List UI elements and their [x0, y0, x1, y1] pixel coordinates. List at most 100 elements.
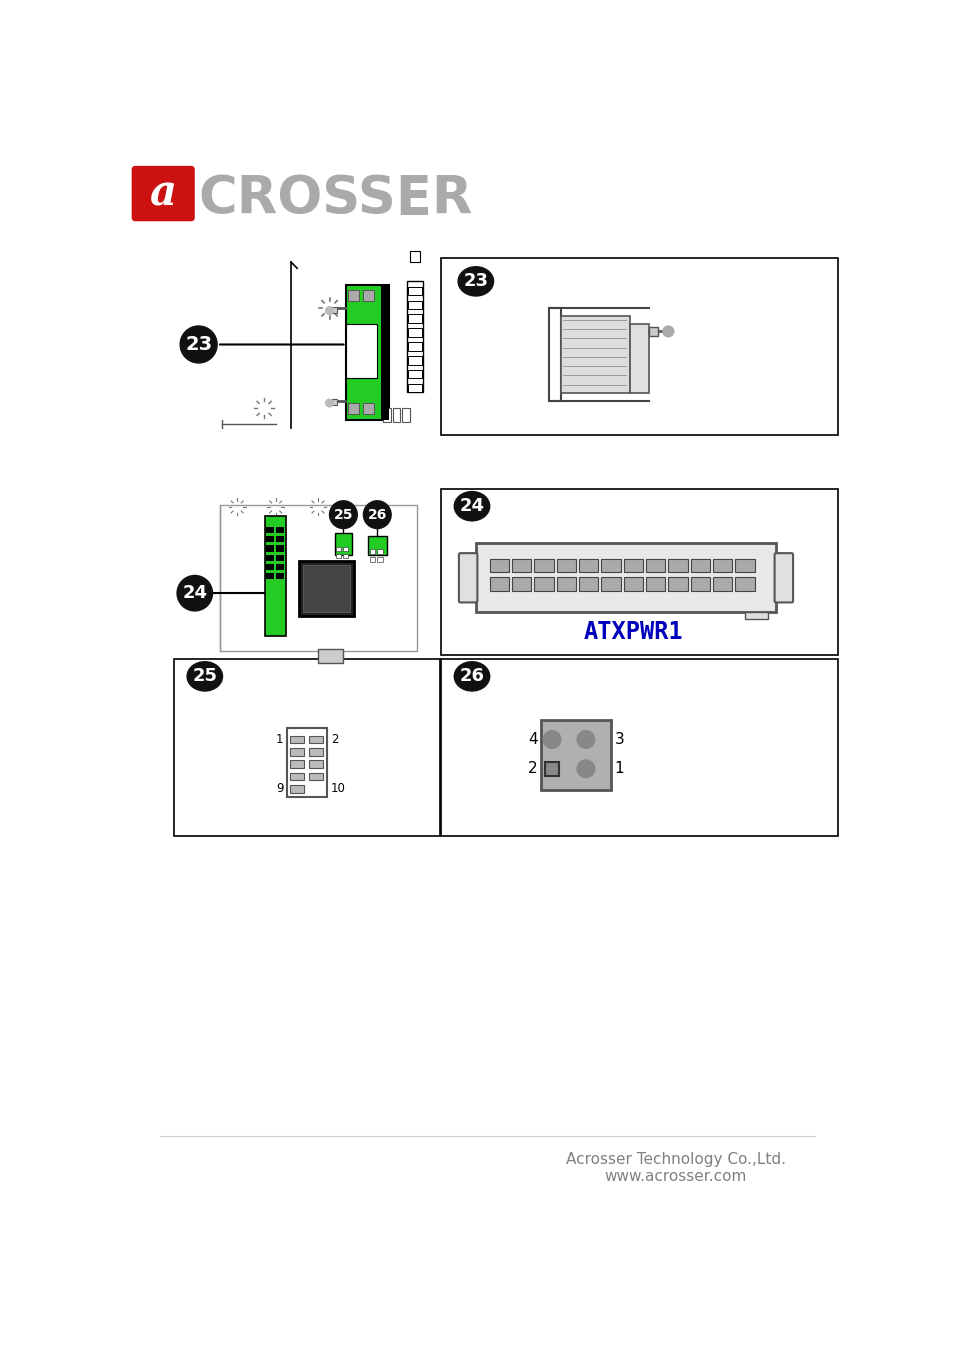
Circle shape [180, 325, 217, 363]
FancyBboxPatch shape [557, 559, 576, 572]
FancyBboxPatch shape [712, 559, 732, 572]
FancyBboxPatch shape [690, 559, 709, 572]
FancyBboxPatch shape [408, 328, 421, 336]
FancyBboxPatch shape [735, 576, 754, 591]
FancyBboxPatch shape [376, 549, 382, 553]
FancyBboxPatch shape [369, 549, 375, 553]
FancyBboxPatch shape [440, 659, 837, 836]
Text: CROSSER: CROSSER [198, 173, 473, 225]
FancyBboxPatch shape [623, 576, 642, 591]
FancyBboxPatch shape [440, 489, 837, 655]
FancyBboxPatch shape [290, 772, 304, 780]
FancyBboxPatch shape [348, 404, 358, 414]
FancyBboxPatch shape [368, 536, 386, 555]
FancyBboxPatch shape [309, 760, 322, 768]
FancyBboxPatch shape [623, 559, 642, 572]
Ellipse shape [187, 662, 222, 691]
FancyBboxPatch shape [540, 721, 610, 790]
FancyBboxPatch shape [290, 748, 304, 756]
FancyBboxPatch shape [668, 559, 687, 572]
FancyBboxPatch shape [335, 533, 352, 555]
FancyBboxPatch shape [408, 383, 421, 393]
Circle shape [363, 501, 391, 528]
FancyBboxPatch shape [302, 564, 350, 613]
Text: 10: 10 [331, 782, 346, 795]
FancyBboxPatch shape [645, 576, 664, 591]
FancyBboxPatch shape [265, 516, 286, 636]
FancyBboxPatch shape [544, 761, 558, 776]
FancyBboxPatch shape [668, 576, 687, 591]
FancyBboxPatch shape [317, 648, 342, 663]
FancyBboxPatch shape [346, 285, 389, 420]
FancyBboxPatch shape [578, 576, 598, 591]
Ellipse shape [454, 491, 489, 521]
FancyBboxPatch shape [489, 576, 508, 591]
FancyBboxPatch shape [276, 536, 284, 543]
FancyBboxPatch shape [290, 760, 304, 768]
FancyBboxPatch shape [393, 409, 400, 423]
Text: Acrosser Technology Co.,Ltd.: Acrosser Technology Co.,Ltd. [565, 1152, 785, 1166]
FancyBboxPatch shape [132, 166, 194, 221]
FancyBboxPatch shape [408, 342, 421, 351]
FancyBboxPatch shape [331, 400, 336, 405]
FancyBboxPatch shape [336, 554, 341, 558]
Circle shape [325, 400, 333, 406]
FancyBboxPatch shape [276, 526, 284, 533]
Text: 26: 26 [367, 508, 387, 521]
FancyBboxPatch shape [408, 370, 421, 378]
FancyBboxPatch shape [458, 554, 476, 602]
FancyBboxPatch shape [629, 324, 648, 393]
FancyBboxPatch shape [578, 559, 598, 572]
Text: 3: 3 [614, 732, 623, 747]
FancyBboxPatch shape [408, 356, 421, 365]
FancyBboxPatch shape [534, 559, 553, 572]
Text: 23: 23 [463, 273, 488, 290]
Circle shape [662, 325, 673, 336]
FancyBboxPatch shape [343, 554, 348, 558]
Text: www.acrosser.com: www.acrosser.com [604, 1169, 746, 1184]
FancyBboxPatch shape [512, 559, 531, 572]
FancyBboxPatch shape [560, 316, 629, 393]
FancyBboxPatch shape [290, 736, 304, 744]
FancyBboxPatch shape [348, 290, 358, 301]
Circle shape [577, 732, 594, 748]
FancyBboxPatch shape [266, 545, 274, 552]
FancyBboxPatch shape [298, 560, 354, 617]
FancyBboxPatch shape [408, 301, 421, 309]
FancyBboxPatch shape [600, 559, 620, 572]
FancyBboxPatch shape [690, 576, 709, 591]
FancyBboxPatch shape [557, 576, 576, 591]
Circle shape [177, 575, 213, 612]
FancyBboxPatch shape [408, 286, 421, 296]
FancyBboxPatch shape [276, 574, 284, 579]
FancyBboxPatch shape [409, 251, 420, 262]
FancyBboxPatch shape [309, 748, 322, 756]
Circle shape [329, 501, 356, 528]
FancyBboxPatch shape [363, 290, 374, 301]
FancyBboxPatch shape [363, 404, 374, 414]
FancyBboxPatch shape [383, 409, 391, 423]
FancyBboxPatch shape [276, 545, 284, 552]
FancyBboxPatch shape [376, 558, 382, 562]
Text: 4: 4 [527, 732, 537, 747]
Text: 25: 25 [193, 667, 217, 686]
FancyBboxPatch shape [287, 728, 327, 798]
Text: 2: 2 [527, 761, 537, 776]
Text: 25: 25 [334, 508, 353, 521]
FancyBboxPatch shape [309, 772, 322, 780]
FancyBboxPatch shape [648, 327, 658, 336]
FancyBboxPatch shape [512, 576, 531, 591]
FancyBboxPatch shape [401, 409, 409, 423]
FancyBboxPatch shape [645, 559, 664, 572]
FancyBboxPatch shape [336, 547, 341, 551]
FancyBboxPatch shape [712, 576, 732, 591]
FancyBboxPatch shape [346, 324, 376, 378]
FancyBboxPatch shape [343, 547, 348, 551]
FancyBboxPatch shape [744, 613, 767, 618]
Text: 2: 2 [331, 733, 338, 747]
FancyBboxPatch shape [331, 306, 336, 313]
Ellipse shape [457, 267, 493, 296]
FancyBboxPatch shape [476, 543, 776, 613]
Text: 24: 24 [459, 497, 484, 516]
Text: 26: 26 [459, 667, 484, 686]
